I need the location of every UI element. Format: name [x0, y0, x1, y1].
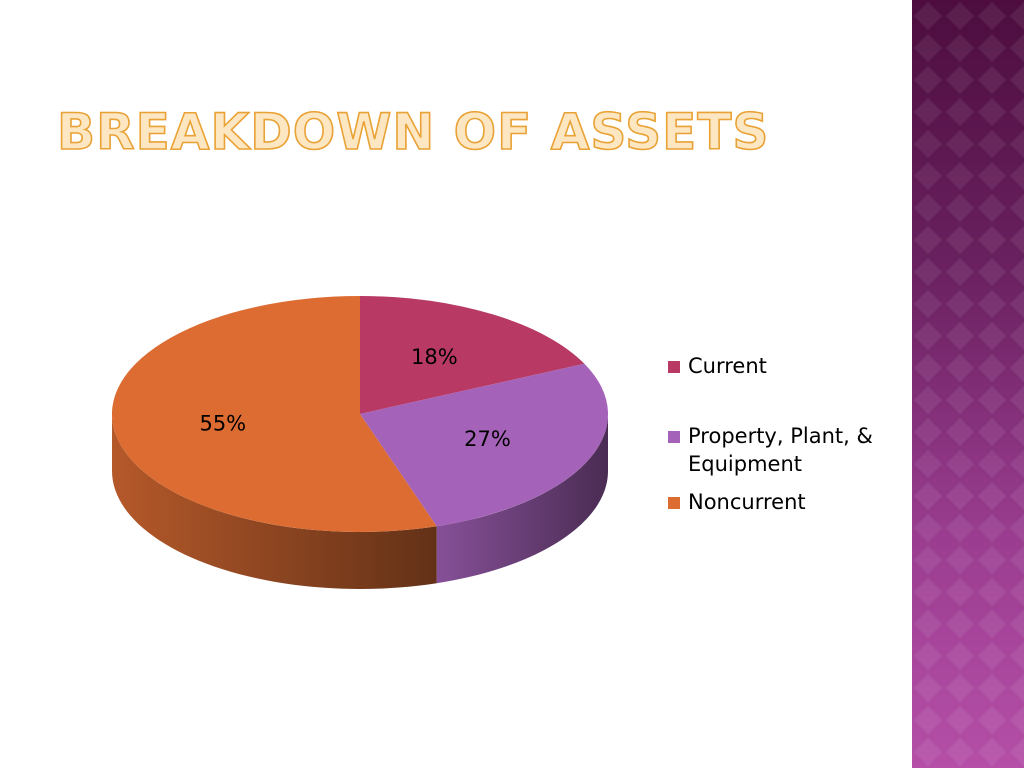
legend-swatch [668, 361, 680, 373]
pie-chart: 18% 27% 55% [111, 296, 608, 589]
pie-side-2 [112, 414, 437, 589]
legend-item-0: Current [668, 352, 903, 380]
pie-side-1 [436, 414, 608, 584]
data-label-1: 27% [464, 427, 511, 451]
legend-swatch [668, 497, 680, 509]
legend-item-2: Noncurrent [668, 488, 903, 516]
data-label-0: 18% [411, 345, 458, 369]
decorative-side-band [912, 0, 1024, 768]
pie-slice-2 [111, 296, 437, 532]
legend-label: Current [688, 354, 767, 378]
pie-slice-1 [360, 363, 608, 527]
pie-slice-0 [360, 296, 585, 414]
legend-label: Property, Plant, & Equipment [688, 424, 873, 476]
slide-title: Breakdown of Assets [56, 102, 770, 162]
legend-item-1: Property, Plant, & Equipment [668, 422, 903, 478]
legend-label: Noncurrent [688, 490, 806, 514]
legend-swatch [668, 431, 680, 443]
data-label-2: 55% [199, 411, 246, 435]
